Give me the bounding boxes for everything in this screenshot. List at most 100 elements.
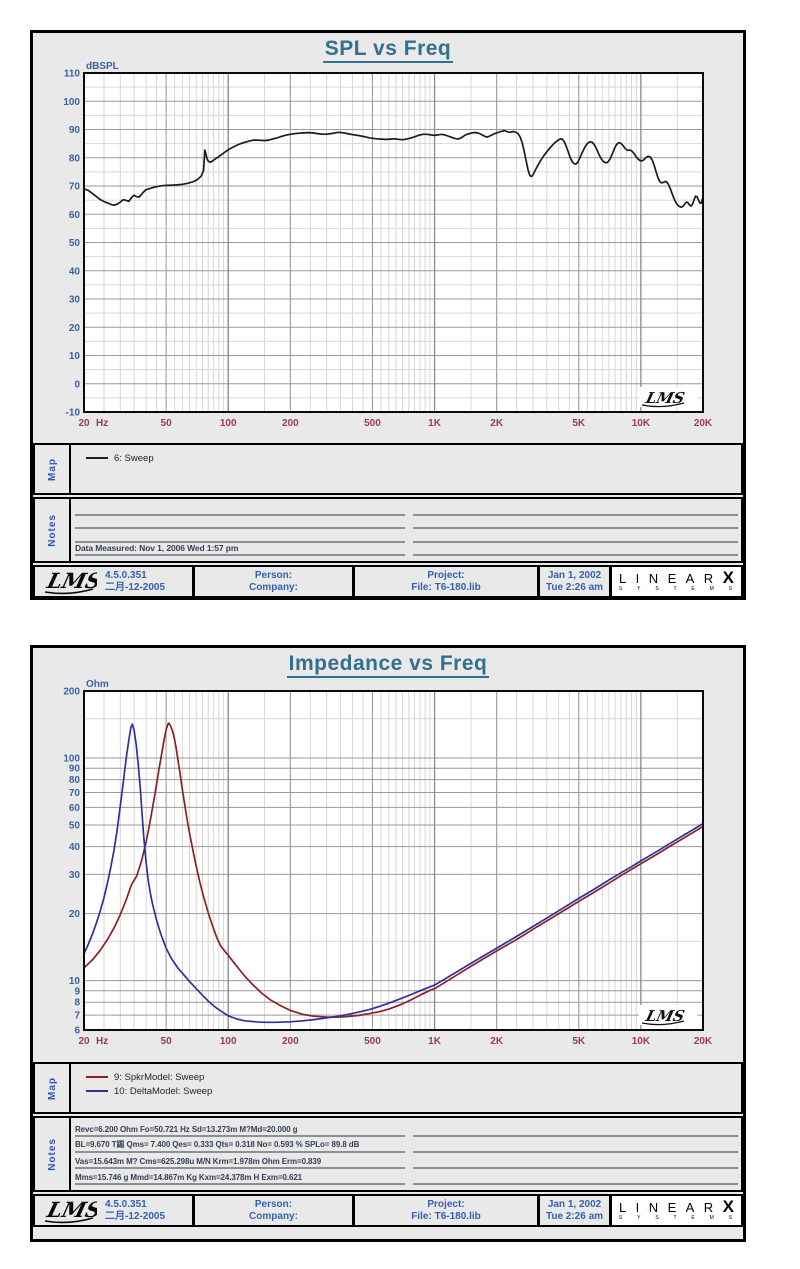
note-line <box>413 516 738 529</box>
person-label: Person: <box>254 569 293 581</box>
notes-section: Notes Data Measured: Nov 1, 2006 Wed 1:5… <box>33 497 743 563</box>
footer-datetime-cell: Jan 1, 2002 Tue 2:26 am <box>540 567 612 596</box>
note-line: Data Measured: Nov 1, 2006 Wed 1:57 pm <box>75 543 405 556</box>
svg-text:1K: 1K <box>428 1036 442 1047</box>
note-line <box>413 543 738 556</box>
note-line <box>75 516 405 529</box>
svg-text:2K: 2K <box>490 1036 504 1047</box>
note-text-data-measured: Data Measured: Nov 1, 2006 Wed 1:57 pm <box>75 543 239 553</box>
svg-text:30: 30 <box>69 870 81 881</box>
lms-logo: LMS <box>44 569 97 594</box>
footer-time: Tue 2:26 am <box>545 581 604 593</box>
map-legend: 9: SpkrModel: Sweep 10: DeltaModel: Swee… <box>71 1064 741 1112</box>
svg-text:0: 0 <box>74 379 80 390</box>
svg-text:10K: 10K <box>632 418 651 429</box>
svg-text:20: 20 <box>78 418 90 429</box>
svg-text:LMS: LMS <box>643 389 686 407</box>
svg-text:7: 7 <box>74 1011 80 1022</box>
svg-text:110: 110 <box>64 69 81 80</box>
note-line: Vas=15.643m M? Cms=625.298u M/N Krm=1.97… <box>75 1153 405 1169</box>
map-label-text: Map <box>46 457 58 481</box>
map-legend: 6: Sweep <box>71 445 741 493</box>
spl-report-panel: SPL vs Freq LMS 110 100 90 80 70 60 50 40 30 20 10 0… <box>30 30 746 600</box>
svg-text:80: 80 <box>69 775 81 786</box>
legend-line-sample <box>86 1076 108 1078</box>
spl-chart-title-text: SPL vs Freq <box>322 37 454 63</box>
footer-brand-cell: LMS 4.5.0.351 二月-12-2005 <box>35 567 195 596</box>
footer-person-cell: Person: Company: <box>195 1196 355 1225</box>
svg-text:40: 40 <box>69 266 81 277</box>
file-label: File: T6-180.lib <box>411 1210 481 1222</box>
footer-datetime-cell: Jan 1, 2002 Tue 2:26 am <box>540 1196 612 1225</box>
svg-text:100: 100 <box>220 418 237 429</box>
svg-text:Ohm: Ohm <box>86 679 109 690</box>
impedance-report-panel: Impedance vs Freq LMS 200 100 90 80 70 60 50 40 3… <box>30 645 746 1242</box>
impedance-chart-title: Impedance vs Freq <box>33 652 743 678</box>
svg-text:6: 6 <box>74 1026 80 1037</box>
legend-label: 10: DeltaModel: Sweep <box>114 1085 213 1097</box>
svg-text:10: 10 <box>69 976 81 987</box>
legend-label: 9: SpkrModel: Sweep <box>114 1071 205 1083</box>
legend-line-sample <box>86 1090 108 1092</box>
svg-text:90: 90 <box>69 764 81 775</box>
svg-text:Hz: Hz <box>96 418 108 429</box>
company-label: Company: <box>249 1210 298 1222</box>
legend-item: 9: SpkrModel: Sweep <box>86 1070 741 1084</box>
note-line <box>413 1137 738 1153</box>
svg-text:500: 500 <box>364 418 381 429</box>
notes-label-text: Notes <box>46 513 58 547</box>
footer-bar: LMS 4.5.0.351 二月-12-2005 Person: Company… <box>33 1194 743 1227</box>
svg-text:200: 200 <box>63 687 80 698</box>
svg-text:9: 9 <box>74 986 80 997</box>
svg-text:-10: -10 <box>66 408 81 419</box>
footer-version-block: 4.5.0.351 二月-12-2005 <box>105 1199 165 1223</box>
lms-logo: LMS <box>44 1198 97 1223</box>
footer-date: Jan 1, 2002 <box>547 569 602 581</box>
footer-localized-date: 二月-12-2005 <box>105 1210 166 1222</box>
project-label: Project: <box>427 1198 465 1210</box>
notes-column-left: Revc=6.200 Ohm Fo=50.721 Hz Sd=13.273m M… <box>75 1121 405 1185</box>
svg-text:60: 60 <box>69 210 81 221</box>
svg-text:20: 20 <box>78 1036 90 1047</box>
spl-chart-title: SPL vs Freq <box>33 37 743 63</box>
note-line: BL=9.670 T踢 Qms= 7.400 Qes= 0.333 Qts= 0… <box>75 1137 405 1153</box>
map-side-label: Map <box>35 445 71 493</box>
svg-text:50: 50 <box>69 821 81 832</box>
svg-text:30: 30 <box>69 295 81 306</box>
map-section: Map 6: Sweep <box>33 443 743 495</box>
impedance-chart-title-text: Impedance vs Freq <box>286 652 490 678</box>
person-label: Person: <box>254 1198 293 1210</box>
svg-text:80: 80 <box>69 153 81 164</box>
svg-text:20K: 20K <box>694 1036 713 1047</box>
svg-text:20K: 20K <box>694 418 713 429</box>
svg-text:500: 500 <box>364 1036 381 1047</box>
note-line <box>413 529 738 543</box>
note-text-ts-params-4: Mms=15.746 g Mmd=14.867m Kg Kxm=24.378m … <box>75 1173 303 1182</box>
svg-text:10: 10 <box>69 351 81 362</box>
svg-text:Hz: Hz <box>96 1036 108 1047</box>
notes-side-label: Notes <box>35 499 71 561</box>
svg-text:200: 200 <box>282 418 299 429</box>
note-text-ts-params-1: Revc=6.200 Ohm Fo=50.721 Hz Sd=13.273m M… <box>75 1125 298 1134</box>
note-line <box>413 1121 738 1137</box>
svg-text:90: 90 <box>69 125 81 136</box>
notes-side-label: Notes <box>35 1118 71 1190</box>
notes-content: Revc=6.200 Ohm Fo=50.721 Hz Sd=13.273m M… <box>71 1118 741 1190</box>
footer-version: 4.5.0.351 <box>105 1198 147 1210</box>
footer-date: Jan 1, 2002 <box>547 1198 602 1210</box>
legend-item: 10: DeltaModel: Sweep <box>86 1084 741 1098</box>
svg-text:60: 60 <box>69 803 81 814</box>
notes-column-right <box>413 502 738 556</box>
notes-column-left: Data Measured: Nov 1, 2006 Wed 1:57 pm <box>75 502 405 556</box>
svg-text:20: 20 <box>69 909 81 920</box>
notes-label-text: Notes <box>46 1137 58 1171</box>
footer-project-cell: Project: File: T6-180.lib <box>355 1196 540 1225</box>
svg-text:1K: 1K <box>428 418 442 429</box>
svg-text:8: 8 <box>74 998 80 1009</box>
footer-person-cell: Person: Company: <box>195 567 355 596</box>
